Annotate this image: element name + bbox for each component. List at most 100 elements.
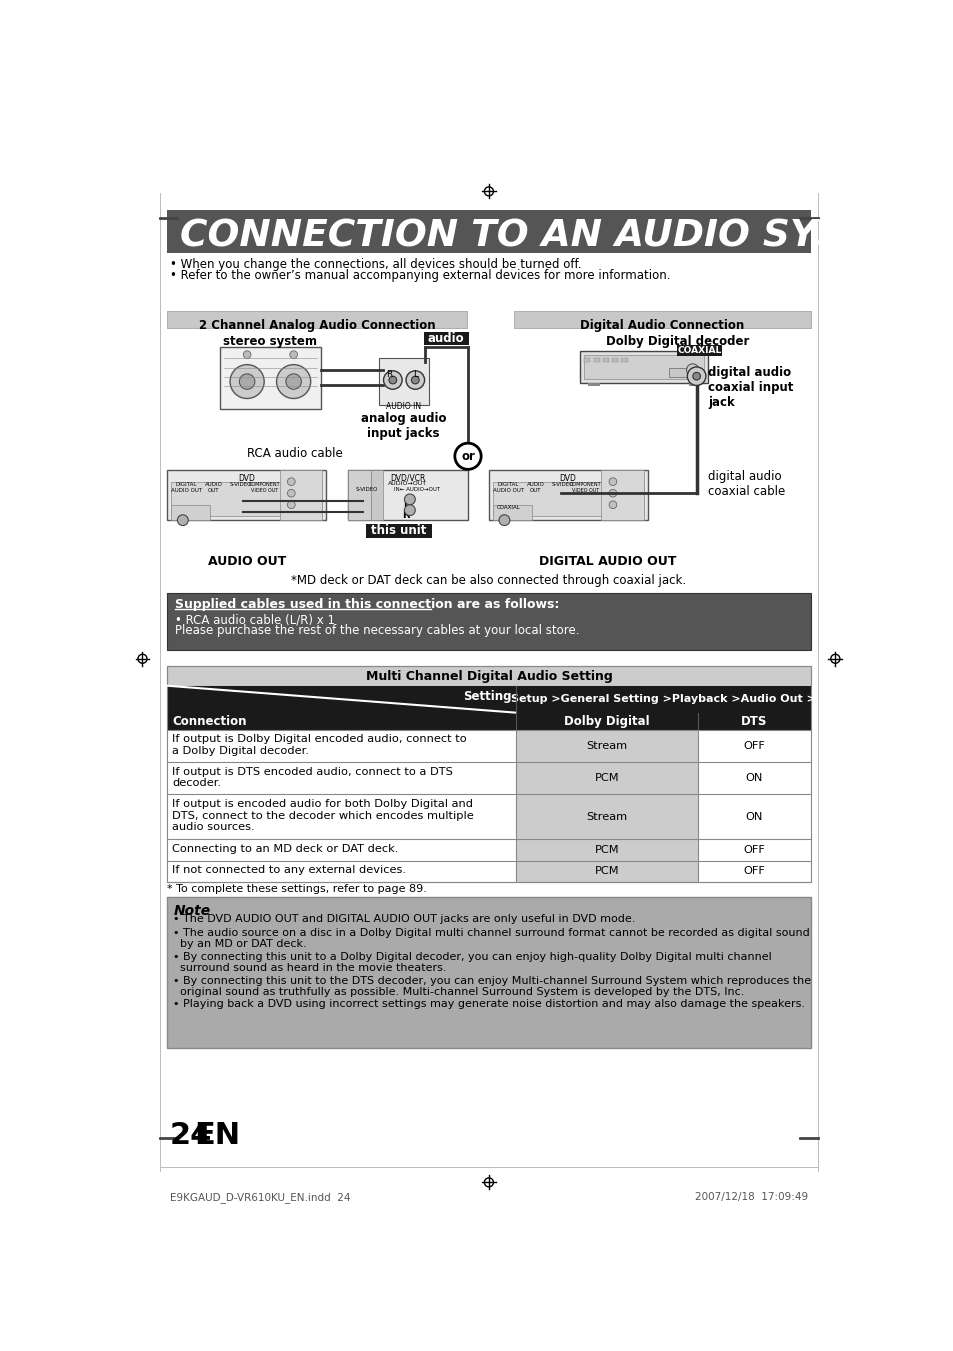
Text: Stream: Stream: [586, 812, 627, 821]
Bar: [516, 762, 698, 794]
Circle shape: [290, 351, 297, 358]
Circle shape: [608, 501, 617, 508]
Text: audio: audio: [428, 332, 464, 345]
Text: R: R: [385, 370, 392, 380]
Text: AUDIO OUT: AUDIO OUT: [208, 555, 286, 567]
Text: IN← AUDIO→OUT: IN← AUDIO→OUT: [394, 488, 440, 492]
Text: ON: ON: [745, 812, 762, 821]
Text: COAXIAL: COAXIAL: [677, 346, 721, 355]
Text: If output is encoded audio for both Dolby Digital and
DTS, connect to the decode: If output is encoded audio for both Dolb…: [172, 798, 474, 832]
Bar: [220, 347, 320, 408]
Text: S-VIDEO: S-VIDEO: [355, 488, 377, 492]
Text: Dolby Digital decoder: Dolby Digital decoder: [605, 335, 748, 349]
Circle shape: [686, 363, 699, 376]
Text: If output is Dolby Digital encoded audio, connect to
a Dolby Digital decoder.: If output is Dolby Digital encoded audio…: [172, 734, 466, 755]
Text: DTS: DTS: [740, 715, 767, 728]
Text: RCA audio cable: RCA audio cable: [247, 447, 342, 461]
Text: * To complete these settings, refer to page 89.: * To complete these settings, refer to p…: [167, 885, 427, 894]
Text: digital audio
coaxial input
jack: digital audio coaxial input jack: [707, 366, 793, 409]
Text: DVD/VCR: DVD/VCR: [390, 474, 425, 482]
Text: • When you change the connections, all devices should be turned off.: • When you change the connections, all d…: [170, 258, 580, 272]
Bar: [669, 367, 700, 377]
Bar: [167, 311, 467, 328]
Bar: [579, 351, 707, 384]
Text: EN: EN: [194, 1121, 240, 1150]
Text: Please purchase the rest of the necessary cables at your local store.: Please purchase the rest of the necessar…: [174, 624, 578, 638]
Text: AUDIO→OUT: AUDIO→OUT: [388, 481, 427, 486]
Bar: [167, 897, 810, 1047]
Bar: [587, 384, 599, 386]
Text: *MD deck or DAT deck can be also connected through coaxial jack.: *MD deck or DAT deck can be also connect…: [291, 574, 686, 588]
Text: • The DVD AUDIO OUT and DIGITAL AUDIO OUT jacks are only useful in DVD mode.: • The DVD AUDIO OUT and DIGITAL AUDIO OU…: [173, 915, 636, 924]
Text: • Refer to the owner’s manual accompanying external devices for more information: • Refer to the owner’s manual accompanyi…: [170, 269, 669, 282]
Circle shape: [404, 494, 415, 505]
Bar: [677, 346, 721, 357]
Text: Setup >General Setting >Playback >Audio Out >: Setup >General Setting >Playback >Audio …: [510, 694, 815, 704]
Circle shape: [686, 367, 705, 385]
Text: • By connecting this unit to the DTS decoder, you can enjoy Multi-channel Surrou: • By connecting this unit to the DTS dec…: [173, 975, 811, 997]
Bar: [167, 713, 516, 730]
Text: COMPONENT
VIDEO OUT: COMPONENT VIDEO OUT: [248, 482, 279, 493]
Text: DVD: DVD: [237, 474, 254, 482]
Text: PCM: PCM: [594, 844, 618, 855]
Text: S-VIDEO: S-VIDEO: [230, 482, 252, 488]
Text: L: L: [413, 370, 417, 380]
Circle shape: [239, 374, 254, 389]
Text: • Playing back a DVD using incorrect settings may generate noise distortion and : • Playing back a DVD using incorrect set…: [173, 1000, 804, 1009]
Bar: [371, 470, 382, 520]
Bar: [516, 794, 698, 839]
Text: • By connecting this unit to a Dolby Digital decoder, you can enjoy high-quality: • By connecting this unit to a Dolby Dig…: [173, 951, 771, 973]
Text: • The audio source on a disc in a Dolby Digital multi channel surround format ca: • The audio source on a disc in a Dolby …: [173, 928, 809, 950]
Circle shape: [276, 365, 311, 399]
Bar: [167, 666, 810, 882]
Bar: [171, 505, 210, 520]
Bar: [516, 713, 698, 730]
Text: AUDIO
OUT: AUDIO OUT: [526, 482, 544, 493]
Text: If output is DTS encoded audio, connect to a DTS
decoder.: If output is DTS encoded audio, connect …: [172, 766, 453, 788]
Text: OFF: OFF: [742, 844, 764, 855]
Text: 2 Channel Analog Audio Connection: 2 Channel Analog Audio Connection: [198, 319, 435, 332]
Text: Setting: Setting: [462, 690, 511, 704]
Circle shape: [287, 478, 294, 485]
Text: S-VIDEO: S-VIDEO: [551, 482, 573, 488]
Bar: [514, 311, 810, 328]
Bar: [516, 730, 698, 762]
Bar: [167, 593, 810, 650]
Circle shape: [287, 489, 294, 497]
Bar: [600, 470, 643, 520]
Circle shape: [286, 374, 301, 389]
Bar: [348, 470, 468, 520]
Text: DIGITAL AUDIO OUT: DIGITAL AUDIO OUT: [538, 555, 676, 567]
Text: AUDIO IN: AUDIO IN: [386, 403, 421, 411]
Text: 24: 24: [170, 1121, 212, 1150]
Circle shape: [455, 443, 480, 469]
Circle shape: [411, 376, 418, 384]
Text: L: L: [402, 500, 409, 509]
Bar: [279, 470, 322, 520]
Bar: [423, 332, 468, 346]
Bar: [167, 666, 810, 686]
Text: • RCA audio cable (L/R) x 1: • RCA audio cable (L/R) x 1: [174, 613, 335, 627]
Bar: [171, 482, 322, 516]
Text: If not connected to any external devices.: If not connected to any external devices…: [172, 865, 406, 875]
Circle shape: [230, 365, 264, 399]
Text: R: R: [402, 511, 410, 520]
Text: E9KGAUD_D-VR610KU_EN.indd  24: E9KGAUD_D-VR610KU_EN.indd 24: [170, 1193, 350, 1204]
Text: OFF: OFF: [742, 866, 764, 877]
Text: PCM: PCM: [594, 773, 618, 784]
Text: ON: ON: [745, 773, 762, 784]
Bar: [612, 358, 618, 362]
Text: Digital Audio Connection: Digital Audio Connection: [579, 319, 744, 332]
Bar: [365, 524, 432, 538]
Bar: [602, 358, 608, 362]
Text: COMPONENT
VIDEO OUT: COMPONENT VIDEO OUT: [569, 482, 601, 493]
Text: DIGITAL
AUDIO OUT: DIGITAL AUDIO OUT: [171, 482, 202, 493]
Circle shape: [389, 376, 396, 384]
Circle shape: [498, 515, 509, 526]
Bar: [688, 384, 700, 386]
Bar: [348, 470, 371, 520]
Circle shape: [608, 489, 617, 497]
Text: analog audio
input jacks: analog audio input jacks: [360, 412, 446, 440]
Bar: [493, 505, 531, 520]
Text: Dolby Digital: Dolby Digital: [564, 715, 649, 728]
